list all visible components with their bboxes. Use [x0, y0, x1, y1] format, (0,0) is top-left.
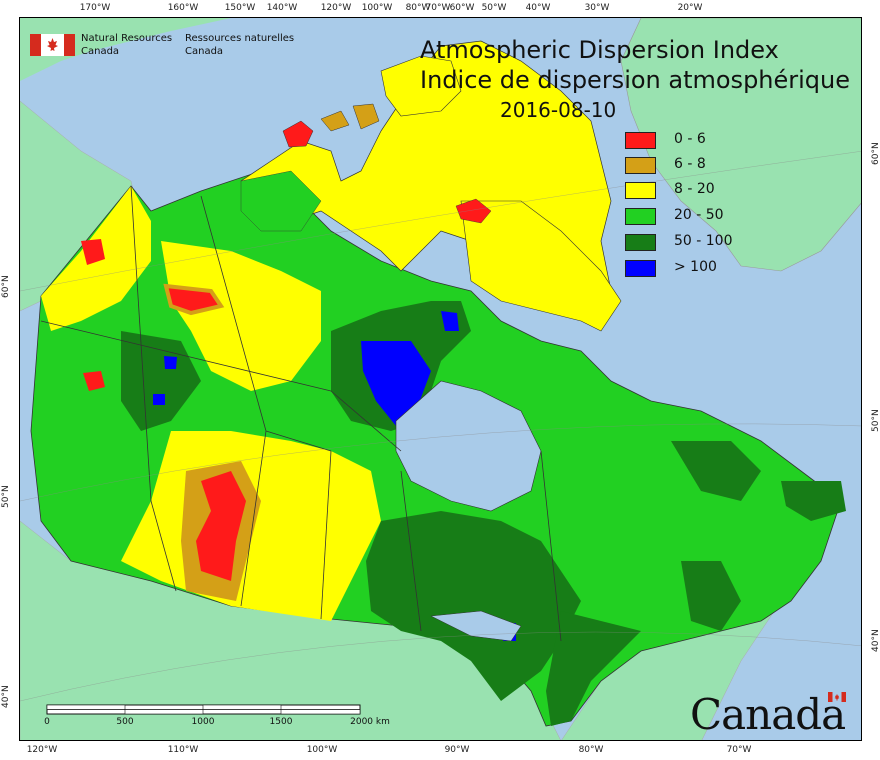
legend-label: 0 - 6: [674, 131, 706, 147]
bottom-lon-tick: 80°W: [578, 745, 604, 755]
legend-swatch: [625, 208, 656, 225]
canada-wordmark: Canada: [690, 690, 846, 739]
scale-label: 0: [44, 717, 50, 727]
top-lon-tick: 140°W: [266, 3, 298, 13]
top-lon-tick: 150°W: [224, 3, 256, 13]
dkgreen-ontario: [366, 511, 581, 701]
legend-swatch: [625, 182, 656, 199]
dkgreen-west: [121, 331, 201, 431]
left-lat-tick: 50°N: [1, 485, 11, 508]
canada-flag-icon: [30, 34, 75, 56]
bottom-lon-tick: 70°W: [726, 745, 752, 755]
bottom-lon-tick: 110°W: [167, 745, 199, 755]
green-arctic-patch: [240, 170, 322, 232]
graticule: [20, 151, 861, 702]
bottom-lon-tick: 120°W: [26, 745, 58, 755]
baffin-green: [460, 200, 622, 332]
dkgreen-nfld: [781, 481, 846, 521]
top-lon-tick: 120°W: [320, 3, 352, 13]
blue-spot-3: [153, 394, 165, 405]
scale-label: 2000 km: [350, 717, 390, 727]
top-lon-tick: 160°W: [167, 3, 199, 13]
left-lat-tick: 40°N: [1, 685, 11, 708]
right-lat-tick: 60°N: [871, 142, 880, 165]
legend-swatch: [625, 132, 656, 149]
blue-hudson: [361, 341, 431, 426]
top-lon-tick: 30°W: [584, 3, 610, 13]
blue-spot-1: [441, 311, 459, 331]
island-ne: [380, 55, 462, 117]
top-lon-tick: 60°W: [449, 3, 475, 13]
alaska: [20, 18, 231, 81]
top-lon-tick: 70°W: [425, 3, 451, 13]
province-borders: [40, 185, 562, 642]
agency-line: Natural Resources: [81, 33, 173, 44]
dkgreen-east: [681, 561, 741, 631]
left-lat-tick: 60°N: [1, 275, 11, 298]
legend-item: 20 - 50: [625, 206, 745, 226]
agency-line: Canada: [81, 46, 120, 57]
legend-item: 8 - 20: [625, 180, 745, 200]
legend-item: 0 - 6: [625, 130, 745, 150]
legend-label: 6 - 8: [674, 156, 706, 172]
scale-label: 1500: [269, 717, 293, 727]
blue-spot-2: [164, 356, 177, 369]
island-red-nw: [282, 120, 314, 148]
scale-bar: [46, 704, 361, 715]
red-spot-baffin: [455, 198, 492, 224]
top-lon-tick: 50°W: [481, 3, 507, 13]
legend-swatch: [625, 260, 656, 277]
top-lon-tick: 40°W: [525, 3, 551, 13]
top-lon-tick: 170°W: [79, 3, 111, 13]
legend-item: > 100: [625, 258, 745, 278]
prairies-red: [196, 471, 246, 581]
red-patch-north: [163, 283, 225, 316]
right-lat-tick: 50°N: [871, 409, 880, 432]
legend-item: 50 - 100: [625, 232, 745, 252]
legend-label: > 100: [674, 259, 717, 275]
bottom-lon-tick: 100°W: [306, 745, 338, 755]
top-lon-tick: 80°W: [405, 3, 431, 13]
legend-item: 6 - 8: [625, 155, 745, 175]
wordmark-flag-icon: [828, 692, 846, 702]
legend-label: 50 - 100: [674, 233, 733, 249]
bottom-lon-tick: 90°W: [444, 745, 470, 755]
scale-label: 1000: [191, 717, 215, 727]
right-lat-tick: 40°N: [871, 629, 880, 652]
top-lon-tick: 20°W: [677, 3, 703, 13]
map-date: 2016-08-10: [500, 98, 617, 122]
top-lon-tick: 100°W: [361, 3, 393, 13]
map-title-en: Atmospheric Dispersion Index: [420, 36, 779, 64]
red-spot-coast: [83, 371, 105, 391]
legend-swatch: [625, 234, 656, 251]
hudson-bay: [395, 380, 542, 512]
dkgreen-quebec: [546, 611, 641, 726]
legend-label: 20 - 50: [674, 207, 724, 223]
agency-name-fr: Ressources naturelles Canada: [185, 32, 294, 58]
island-orange-2: [352, 103, 380, 130]
island-orange: [320, 110, 350, 132]
dkgreen-labrador: [671, 441, 761, 501]
agency-line: Ressources naturelles: [185, 33, 295, 44]
agency-line: Canada: [185, 46, 224, 57]
red-spot-west: [81, 239, 105, 265]
map-title-fr: Indice de dispersion atmosphérique: [420, 66, 851, 94]
scale-label: 500: [116, 717, 134, 727]
nwt-yellow: [161, 241, 321, 391]
greenland: [620, 18, 861, 272]
legend-label: 8 - 20: [674, 181, 715, 197]
legend-swatch: [625, 157, 656, 174]
agency-name-en: Natural Resources Canada: [81, 32, 172, 58]
map-canvas[interactable]: [19, 17, 862, 741]
map-graphic: [20, 18, 861, 740]
